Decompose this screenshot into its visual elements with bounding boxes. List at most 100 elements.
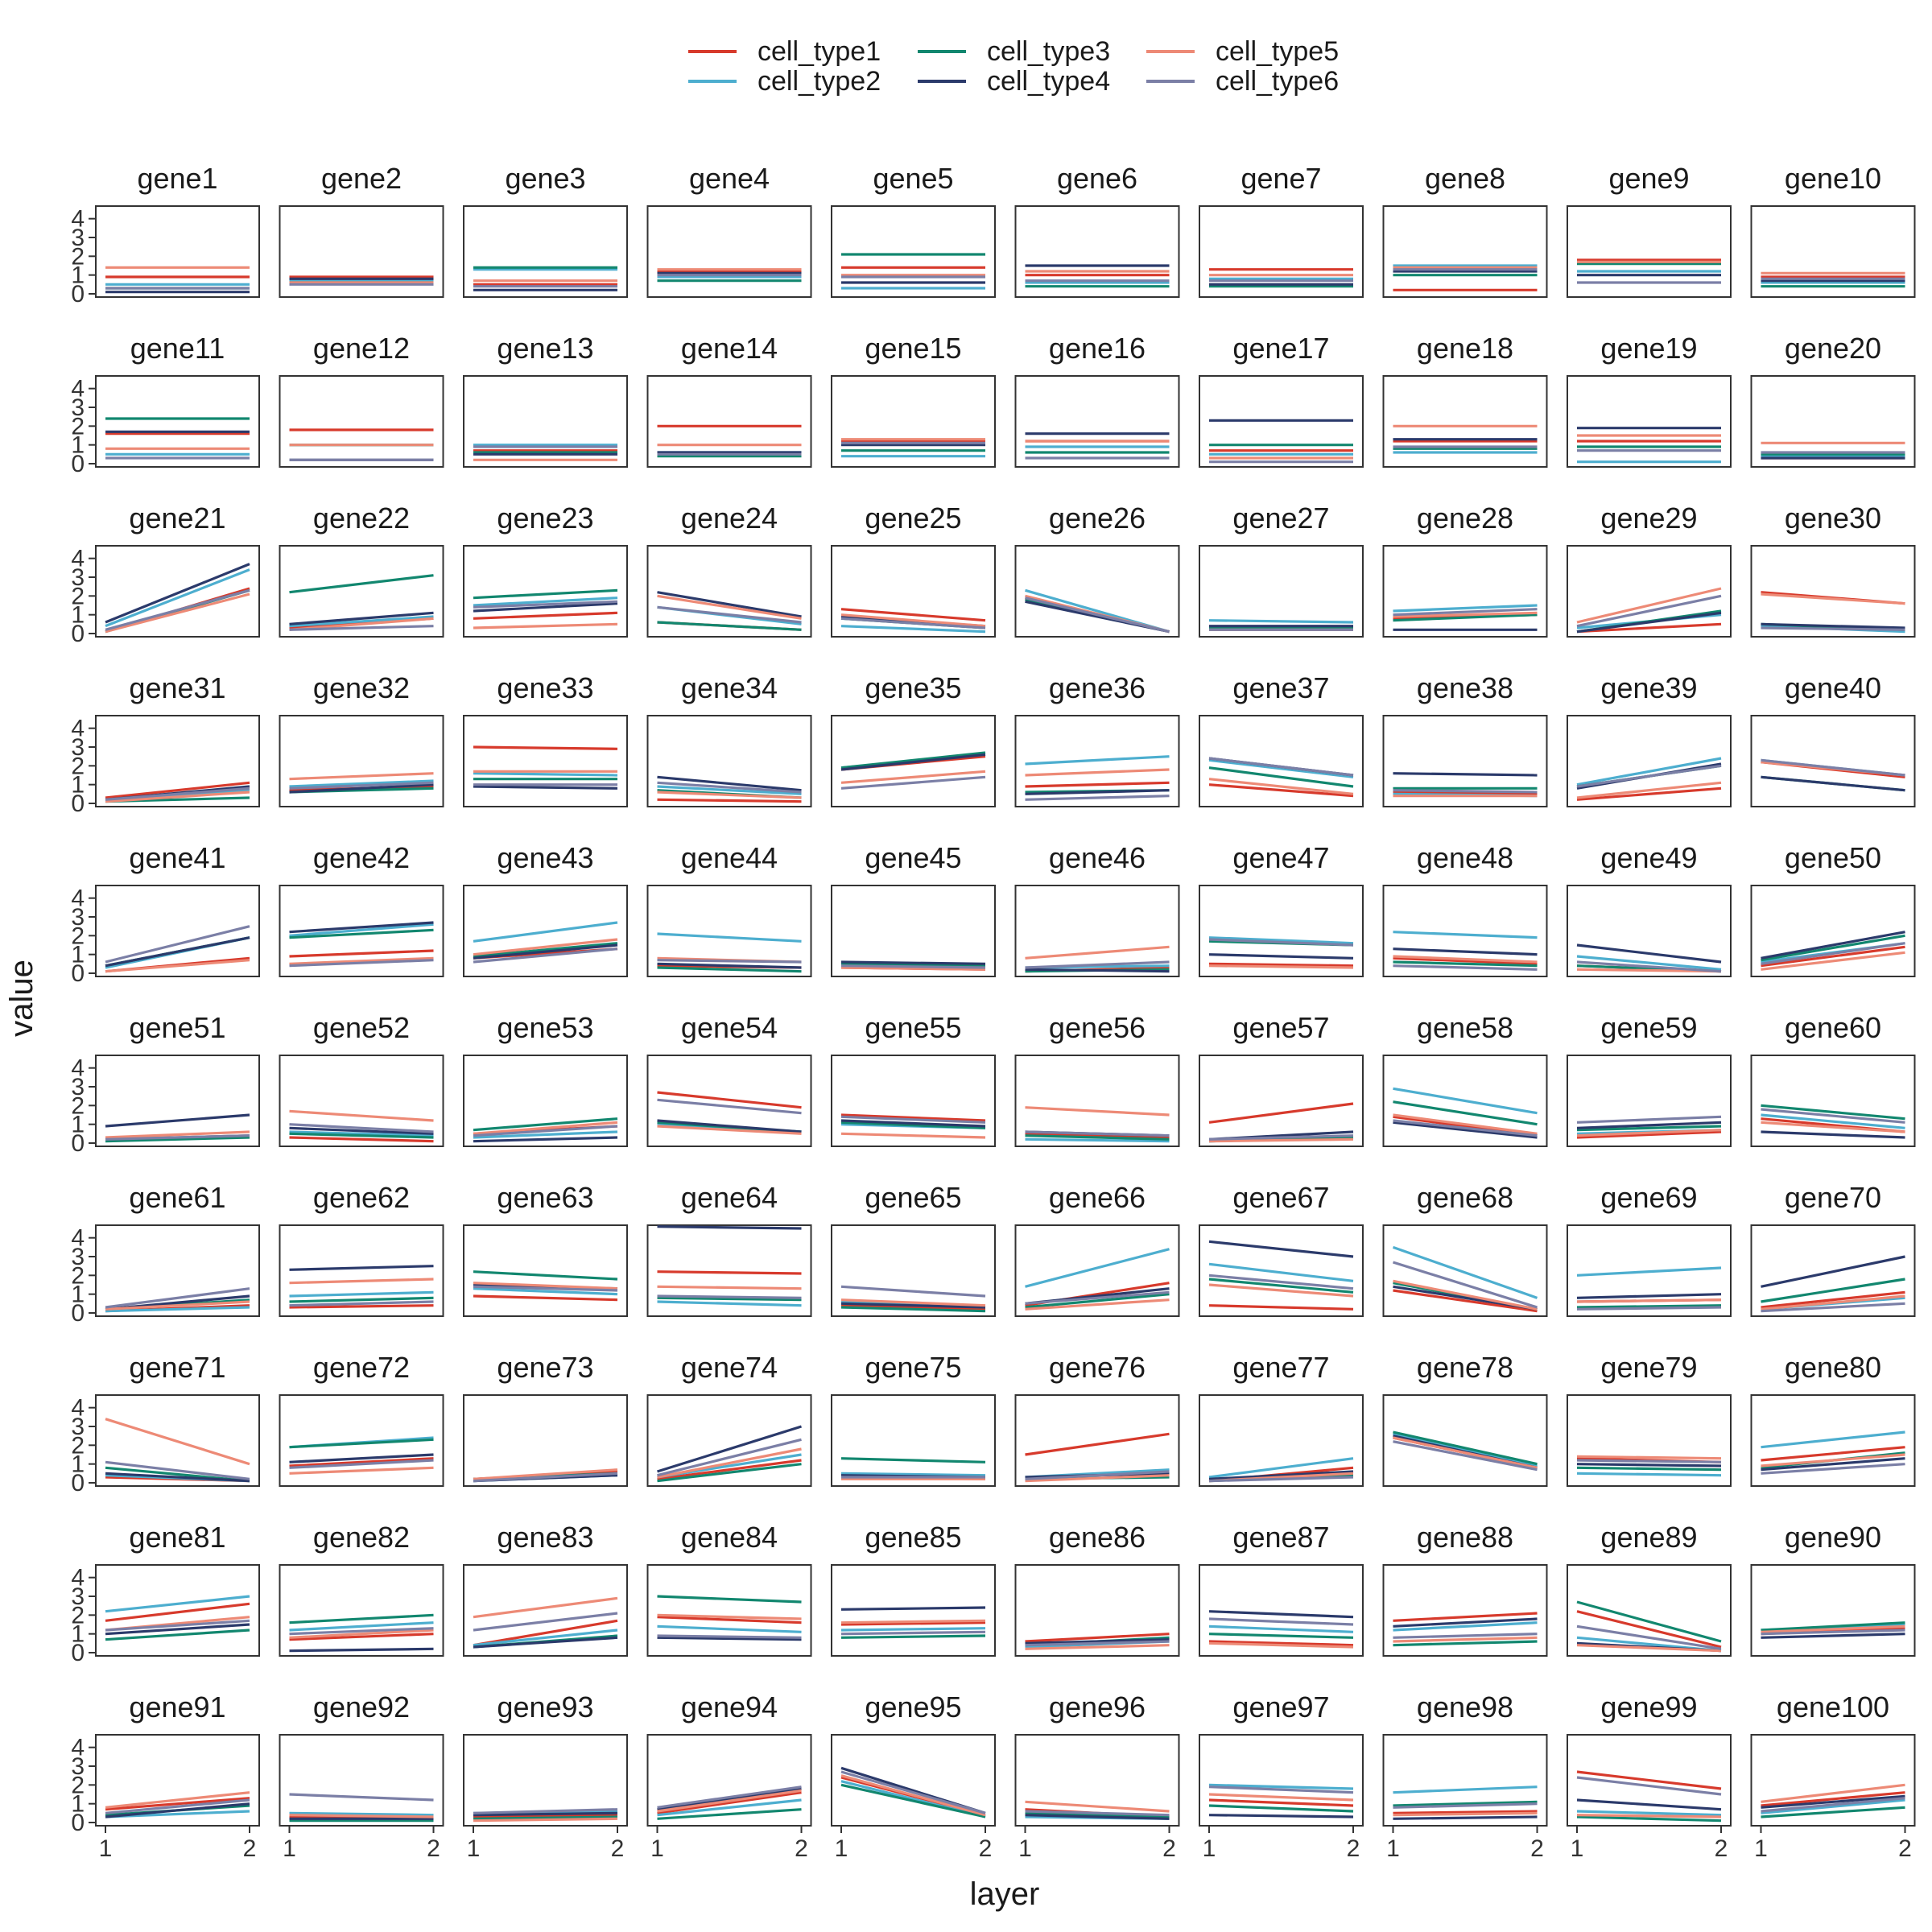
series-line-cell_type6: [657, 1785, 802, 1809]
panel-frame: [1567, 375, 1732, 468]
series-line-cell_type6: [289, 1627, 434, 1636]
series-line-cell_type6: [1208, 1476, 1354, 1483]
series-line-cell_type4: [105, 563, 250, 624]
series-line-cell_type5: [1576, 781, 1722, 799]
facet-gene18: gene18: [1382, 332, 1548, 468]
facet-gene63: gene63: [463, 1181, 628, 1317]
panel-frame: [95, 1055, 260, 1147]
panel-frame: [646, 1564, 812, 1657]
series-line-cell_type4: [105, 1472, 250, 1483]
facet-gene74: gene74: [646, 1351, 812, 1487]
facet-title: gene86: [1049, 1521, 1146, 1554]
y-tick-label: 0: [71, 281, 85, 308]
series-line-cell_type3: [1576, 1466, 1722, 1472]
series-line-cell_type4: [1576, 1293, 1722, 1299]
series-line-cell_type3: [1393, 1800, 1538, 1807]
facet-gene89: gene89: [1567, 1521, 1732, 1657]
series-line-cell_type4: [1208, 1240, 1354, 1258]
facet-gene50: gene50: [1750, 841, 1916, 977]
facet-gene47: gene47: [1199, 841, 1364, 977]
facet-gene4: gene4: [646, 162, 812, 298]
series-line-cell_type2: [840, 1627, 986, 1632]
series-line-cell_type3: [657, 1296, 802, 1302]
series-line-cell_type4: [657, 1787, 802, 1811]
series-line-cell_type1: [105, 1602, 250, 1622]
facet-title: gene16: [1049, 332, 1146, 365]
y-tick-label: 4: [71, 886, 85, 912]
facet-title: gene100: [1777, 1690, 1889, 1724]
facet-gene70: gene70: [1750, 1181, 1916, 1317]
series-line-cell_type5: [1025, 1474, 1170, 1483]
series-line-cell_type5: [473, 1121, 618, 1135]
series-line-cell_type4: [473, 943, 618, 960]
series-line-cell_type5: [657, 791, 802, 799]
series-line-cell_type5: [1025, 1644, 1170, 1650]
x-tick-label: 2: [611, 1835, 625, 1862]
facet-gene6: gene6: [1014, 162, 1180, 298]
series-line-cell_type2: [1025, 1248, 1170, 1288]
facet-title: gene69: [1600, 1181, 1697, 1214]
series-line-cell_type4: [289, 783, 434, 794]
facet-gene49: gene49: [1567, 841, 1732, 977]
y-tick-label: 3: [71, 1753, 85, 1780]
y-tick-label: 3: [71, 1074, 85, 1100]
facet-gene69: gene69: [1567, 1181, 1732, 1317]
facet-title: gene89: [1600, 1521, 1697, 1554]
series-line-cell_type2: [289, 1290, 434, 1298]
series-line-cell_type6: [1393, 1119, 1538, 1137]
facet-gene7: gene7: [1199, 162, 1364, 298]
series-line-cell_type6: [657, 959, 802, 964]
series-line-cell_type4: [105, 936, 250, 968]
series-line-cell_type3: [1208, 1278, 1354, 1294]
series-line-cell_type3: [1208, 766, 1354, 788]
series-line-cell_type2: [1576, 1472, 1722, 1477]
series-line-cell_type6: [473, 947, 618, 964]
series-line-cell_type4: [1576, 1463, 1722, 1468]
y-tick-label: 0: [71, 791, 85, 817]
y-tick-label: 0: [71, 1810, 85, 1836]
series-line-cell_type5: [840, 1132, 986, 1139]
facet-gene30: gene30: [1750, 502, 1916, 638]
facet-gene27: gene27: [1199, 502, 1364, 638]
facet-gene19: gene19: [1567, 332, 1732, 468]
facet-gene65: gene65: [831, 1181, 996, 1317]
facet-title: gene7: [1241, 162, 1321, 195]
series-line-cell_type6: [105, 1287, 250, 1309]
legend-label: cell_type3: [987, 36, 1110, 67]
series-line-cell_type6: [1576, 1306, 1722, 1311]
series-line-cell_type3: [1576, 1600, 1722, 1643]
series-line-cell_type4: [840, 1119, 986, 1128]
facet-gene97: gene97 1 2: [1199, 1690, 1364, 1862]
series-line-cell_type3: [1393, 960, 1538, 968]
series-line-cell_type1: [289, 1457, 434, 1468]
panel-frame: [1567, 885, 1732, 977]
series-line-cell_type6: [473, 1285, 618, 1292]
series-line-cell_type5: [289, 772, 434, 781]
series-line-cell_type6: [473, 1125, 618, 1137]
y-tick-label: 3: [71, 225, 85, 251]
series-line-cell_type6: [1025, 1810, 1170, 1817]
series-line-cell_type6: [1761, 1108, 1905, 1124]
y-tick-label: 0: [71, 960, 85, 987]
facet-title: gene40: [1785, 671, 1881, 704]
y-tick-label: 1: [71, 602, 85, 629]
x-tick-label: 1: [835, 1835, 848, 1862]
series-line-cell_type1: [1576, 1770, 1722, 1790]
series-line-cell_type5: [1393, 1811, 1538, 1817]
facet-title: gene71: [129, 1351, 225, 1384]
series-line-cell_type4: [1393, 772, 1538, 777]
facet-title: gene62: [313, 1181, 410, 1214]
series-line-cell_type1: [1576, 1610, 1722, 1649]
series-line-cell_type6: [289, 959, 434, 968]
series-line-cell_type5: [105, 1791, 250, 1809]
series-line-cell_type3: [1761, 1104, 1905, 1121]
series-line-cell_type6: [657, 781, 802, 794]
series-line-cell_type4: [1025, 1638, 1170, 1645]
series-line-cell_type3: [840, 1634, 986, 1639]
facet-title: gene31: [129, 671, 225, 704]
facet-title: gene68: [1417, 1181, 1513, 1214]
facet-gene87: gene87: [1199, 1521, 1364, 1657]
panel-frame: [646, 205, 812, 298]
